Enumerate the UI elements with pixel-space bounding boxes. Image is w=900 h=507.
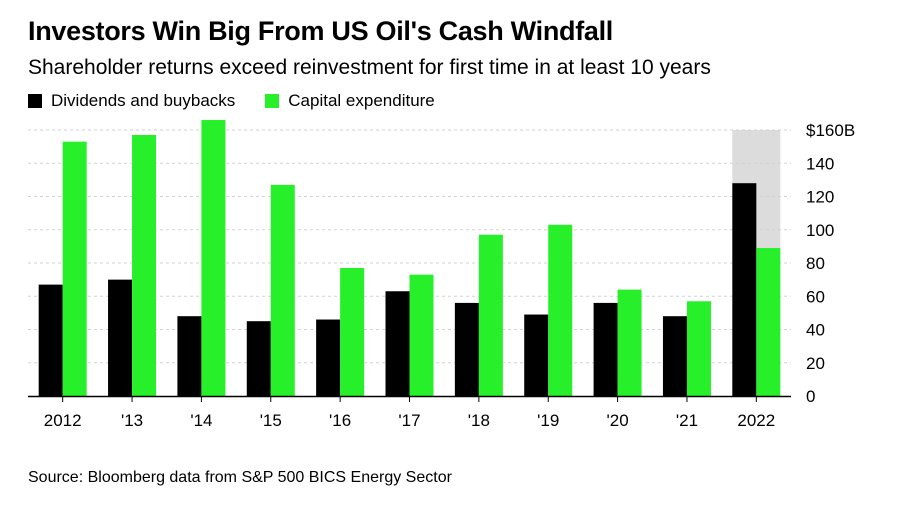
legend-item-capex: Capital expenditure — [265, 91, 435, 111]
y-tick-label-3: 60 — [806, 287, 825, 306]
bar-capex-9 — [686, 301, 711, 396]
y-tick-label-4: 80 — [806, 254, 825, 273]
legend-swatch-dividends — [28, 94, 42, 108]
bar-dividends-0 — [38, 284, 63, 396]
x-tick-label-4: '16 — [329, 411, 351, 430]
bar-capex-6 — [478, 234, 503, 396]
bar-capex-8 — [617, 289, 642, 396]
x-tick-label-9: '21 — [676, 411, 698, 430]
bar-dividends-10 — [732, 183, 757, 396]
x-tick-label-1: '13 — [121, 411, 143, 430]
bar-capex-3 — [270, 184, 295, 396]
x-tick-label-5: '17 — [398, 411, 420, 430]
bar-dividends-7 — [524, 314, 549, 396]
legend-label-dividends: Dividends and buybacks — [51, 91, 236, 110]
x-tick-label-6: '18 — [468, 411, 490, 430]
bar-dividends-8 — [593, 302, 618, 396]
bar-capex-0 — [62, 141, 87, 396]
y-tick-label-8: $160B — [806, 121, 855, 140]
chart-subtitle: Shareholder returns exceed reinvestment … — [28, 56, 711, 79]
y-tick-label-1: 20 — [806, 354, 825, 373]
bar-dividends-2 — [177, 316, 202, 396]
bar-dividends-9 — [662, 316, 687, 396]
bar-capex-1 — [132, 134, 157, 397]
x-tick-label-0: 2012 — [44, 411, 82, 430]
legend-swatch-capex — [265, 94, 280, 108]
x-tick-label-3: '15 — [260, 411, 282, 430]
bar-capex-10 — [756, 248, 781, 396]
bar-dividends-4 — [316, 319, 341, 396]
y-tick-label-6: 120 — [806, 188, 834, 207]
chart-legend: Dividends and buybacks Capital expenditu… — [28, 91, 465, 111]
bar-capex-2 — [201, 120, 226, 397]
bar-capex-5 — [409, 274, 434, 396]
legend-label-capex: Capital expenditure — [288, 91, 435, 110]
x-tick-label-7: '19 — [537, 411, 559, 430]
y-tick-label-0: 0 — [806, 387, 815, 406]
bar-dividends-1 — [108, 279, 133, 396]
x-tick-label-8: '20 — [607, 411, 629, 430]
bar-dividends-3 — [246, 321, 271, 396]
bar-capex-4 — [340, 267, 365, 396]
x-tick-label-2: '14 — [190, 411, 212, 430]
y-tick-label-7: 140 — [806, 154, 834, 173]
y-tick-label-2: 40 — [806, 321, 825, 340]
bar-dividends-6 — [454, 302, 479, 396]
legend-item-dividends: Dividends and buybacks — [28, 91, 235, 111]
bar-dividends-5 — [385, 291, 410, 396]
y-tick-label-5: 100 — [806, 221, 834, 240]
source-note: Source: Bloomberg data from S&P 500 BICS… — [28, 469, 452, 486]
chart-title: Investors Win Big From US Oil's Cash Win… — [28, 16, 614, 46]
x-tick-label-10: 2022 — [737, 411, 775, 430]
bar-capex-7 — [548, 224, 573, 396]
